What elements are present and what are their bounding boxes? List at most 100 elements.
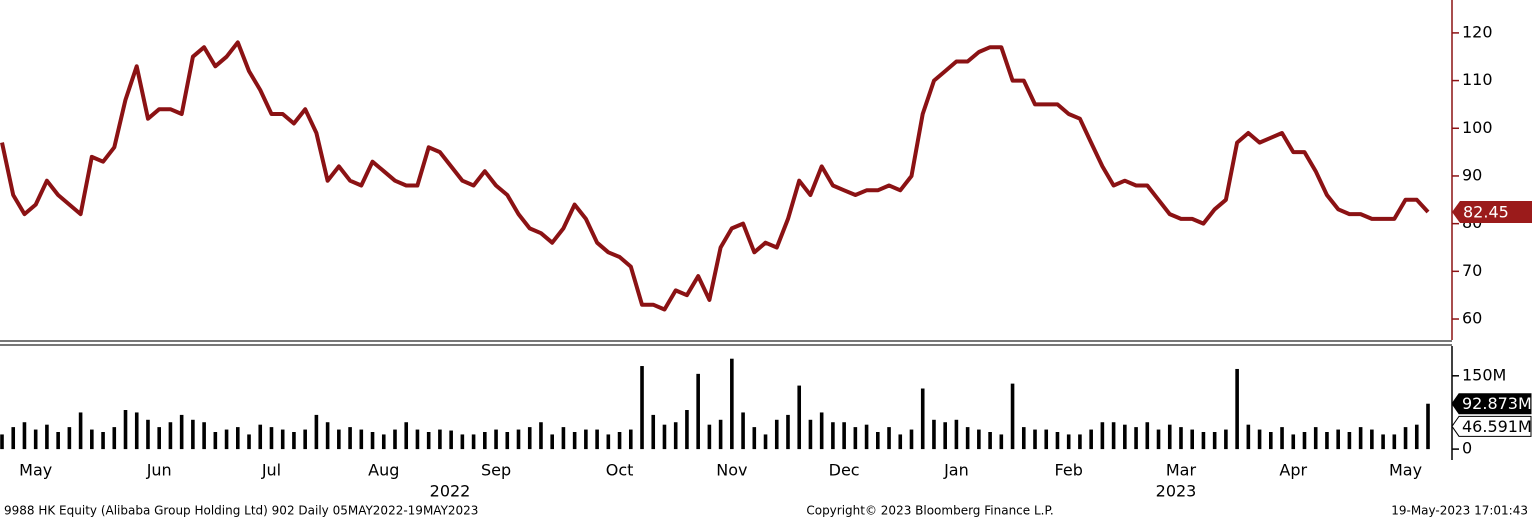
volume-bar	[887, 427, 891, 450]
footer-left: 9988 HK Equity (Alibaba Group Holding Lt…	[4, 504, 478, 518]
x-tick-label: Oct	[606, 461, 634, 480]
volume-bar	[1044, 429, 1049, 450]
volume-bar	[752, 427, 757, 450]
volume-bar	[1156, 429, 1161, 450]
x-tick-label: Dec	[829, 461, 860, 480]
volume-bar	[853, 427, 858, 450]
volume-bar	[1426, 403, 1430, 450]
x-tick-label: Apr	[1279, 461, 1307, 480]
value-tag-label: 46.591M	[1462, 417, 1532, 436]
last-price-label: 82.45	[1463, 202, 1509, 221]
volume-bar	[730, 358, 734, 450]
volume-bar	[550, 434, 554, 450]
volume-bar	[539, 422, 543, 450]
x-tick-label: Jun	[146, 461, 172, 480]
volume-bar	[1381, 434, 1385, 450]
volume-bar	[1336, 429, 1340, 450]
volume-bar	[774, 419, 779, 450]
volume-bar	[426, 432, 431, 450]
value-tag-label: 92.873M	[1462, 394, 1532, 413]
volume-bar	[22, 422, 27, 450]
volume-bar	[909, 429, 914, 450]
volume-bar	[404, 422, 409, 450]
volume-bar	[348, 427, 352, 450]
volume-bar	[90, 429, 94, 450]
volume-bar	[1021, 427, 1026, 450]
volume-bar	[685, 410, 689, 450]
volume-bar	[258, 424, 263, 450]
volume-bar	[1370, 429, 1374, 450]
volume-bar	[1313, 427, 1318, 450]
volume-bar	[505, 432, 510, 450]
volume-bar	[831, 422, 835, 450]
x-tick-label: Jan	[943, 461, 969, 480]
y-tick-label: 120	[1462, 22, 1493, 41]
volume-bar	[617, 432, 622, 450]
volume-bar	[673, 422, 678, 450]
price-line	[0, 40, 1430, 312]
y-tick-label: 90	[1462, 165, 1482, 184]
volume-bar	[303, 429, 307, 450]
last-price-tag	[1452, 200, 1532, 223]
volume-bar	[1414, 424, 1419, 450]
volume-bar	[763, 434, 768, 450]
volume-bar	[516, 429, 521, 450]
volume-bar	[1358, 427, 1363, 450]
volume-bar	[932, 419, 936, 450]
volume-bar	[1246, 424, 1251, 450]
volume-bar	[662, 424, 667, 450]
volume-bar	[842, 422, 846, 450]
volume-bar	[101, 432, 105, 450]
x-tick-label: Aug	[368, 461, 399, 480]
volume-bar	[1235, 368, 1239, 450]
volume-bar	[0, 434, 4, 450]
y-tick-label: 0	[1462, 439, 1472, 458]
volume-bar	[640, 366, 644, 450]
x-tick-label: Jul	[261, 461, 281, 480]
volume-bar	[1123, 424, 1127, 450]
volume-bar	[1179, 427, 1183, 450]
volume-bar	[977, 429, 981, 450]
y-tick-label: 60	[1462, 309, 1482, 328]
x-tick-label: Sep	[481, 461, 511, 480]
volume-bar	[381, 434, 386, 450]
x-tick-label: May	[1389, 461, 1422, 480]
volume-bar	[819, 412, 824, 450]
volume-bar	[191, 419, 195, 450]
volume-bar	[988, 432, 992, 450]
volume-bar	[370, 432, 375, 450]
volume-bar	[741, 412, 745, 450]
volume-bar	[415, 429, 420, 450]
volume-bar	[1201, 432, 1206, 450]
volume-bar	[1403, 427, 1408, 450]
volume-bar	[393, 429, 397, 450]
volume-bar	[292, 432, 296, 450]
volume-bar	[112, 427, 117, 450]
volume-bar	[595, 429, 599, 450]
footer-right: 19-May-2023 17:01:43	[1391, 504, 1528, 518]
volume-bar	[1145, 422, 1150, 450]
volume-bar	[78, 412, 83, 450]
volume-bar	[337, 429, 341, 450]
volume-bar	[1010, 383, 1015, 450]
x-tick-label: May	[19, 461, 52, 480]
volume-bar	[920, 388, 925, 450]
volume-bar	[954, 419, 959, 450]
volume-bar	[1325, 432, 1329, 450]
volume-bar	[1392, 434, 1397, 450]
volume-bar	[460, 434, 465, 450]
volume-bar	[561, 427, 566, 450]
volume-bar	[1134, 427, 1138, 450]
x-group-label: 2022	[430, 482, 471, 501]
volume-bar	[584, 429, 588, 450]
volume-bar	[628, 429, 633, 450]
volume-bar	[965, 427, 970, 450]
volume-bar	[797, 385, 802, 450]
volume-bar	[1291, 434, 1296, 450]
volume-bar	[213, 432, 218, 450]
y-tick-label: 150M	[1462, 365, 1506, 384]
volume-bar	[325, 422, 330, 450]
volume-bar	[1066, 434, 1071, 450]
volume-bar	[808, 419, 813, 450]
volume-bar	[494, 429, 498, 450]
